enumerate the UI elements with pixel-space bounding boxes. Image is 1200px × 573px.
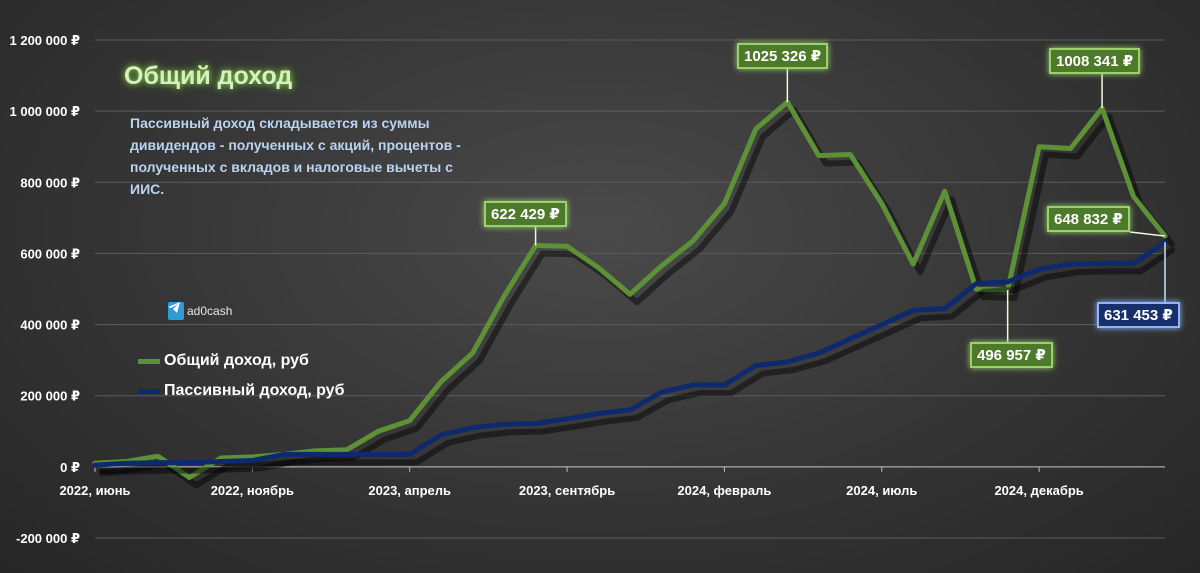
telegram-watermark: ad0cash [168, 302, 232, 320]
x-tick-label-5: 2024, июль [846, 483, 917, 498]
data-label-648832: 648 832 ₽ [1047, 206, 1130, 232]
chart-subtitle: Пассивный доход складывается из суммы ди… [130, 115, 461, 197]
data-label-631453: 631 453 ₽ [1097, 302, 1180, 328]
x-tick-label-0: 2022, июнь [59, 483, 130, 498]
y-tick-label-2: 800 000 ₽ [20, 175, 80, 190]
data-label-496957: 496 957 ₽ [970, 342, 1053, 368]
legend-swatch-total [138, 358, 160, 364]
telegram-icon [168, 302, 184, 320]
legend-swatch-passive [138, 388, 160, 394]
y-tick-label-0: 1 200 000 ₽ [10, 33, 81, 48]
data-label-1025326: 1025 326 ₽ [737, 43, 829, 69]
series-shadow-0 [99, 107, 1175, 489]
y-tick-label-6: 0 ₽ [60, 460, 80, 475]
chart-legend: Общий доход, руб Пассивный доход, руб [138, 346, 344, 406]
data-label-622429: 622 429 ₽ [484, 201, 567, 227]
y-tick-label-7: -200 000 ₽ [16, 531, 80, 546]
legend-item-passive: Пассивный доход, руб [138, 376, 344, 406]
x-tick-label-1: 2022, ноябрь [211, 483, 294, 498]
y-tick-label-5: 200 000 ₽ [20, 389, 80, 404]
x-tick-label-3: 2023, сентябрь [519, 483, 615, 498]
legend-item-total: Общий доход, руб [138, 346, 344, 376]
data-label-leader-3 [1129, 231, 1166, 237]
series-shadow-1 [99, 247, 1175, 477]
x-tick-label-2: 2023, апрель [368, 483, 451, 498]
chart-title: Общий доход [124, 62, 293, 90]
watermark-label: ad0cash [187, 304, 233, 318]
legend-label-total: Общий доход, руб [164, 352, 309, 369]
y-tick-label-4: 400 000 ₽ [20, 318, 80, 333]
series-line-1 [92, 239, 1168, 468]
x-tick-label-4: 2024, февраль [677, 483, 771, 498]
y-tick-label-1: 1 000 000 ₽ [10, 104, 81, 119]
x-tick-label-6: 2024, декабрь [994, 483, 1083, 498]
data-label-1008341: 1008 341 ₽ [1049, 48, 1141, 74]
legend-label-passive: Пассивный доход, руб [164, 382, 345, 399]
y-tick-label-3: 600 000 ₽ [20, 246, 80, 261]
